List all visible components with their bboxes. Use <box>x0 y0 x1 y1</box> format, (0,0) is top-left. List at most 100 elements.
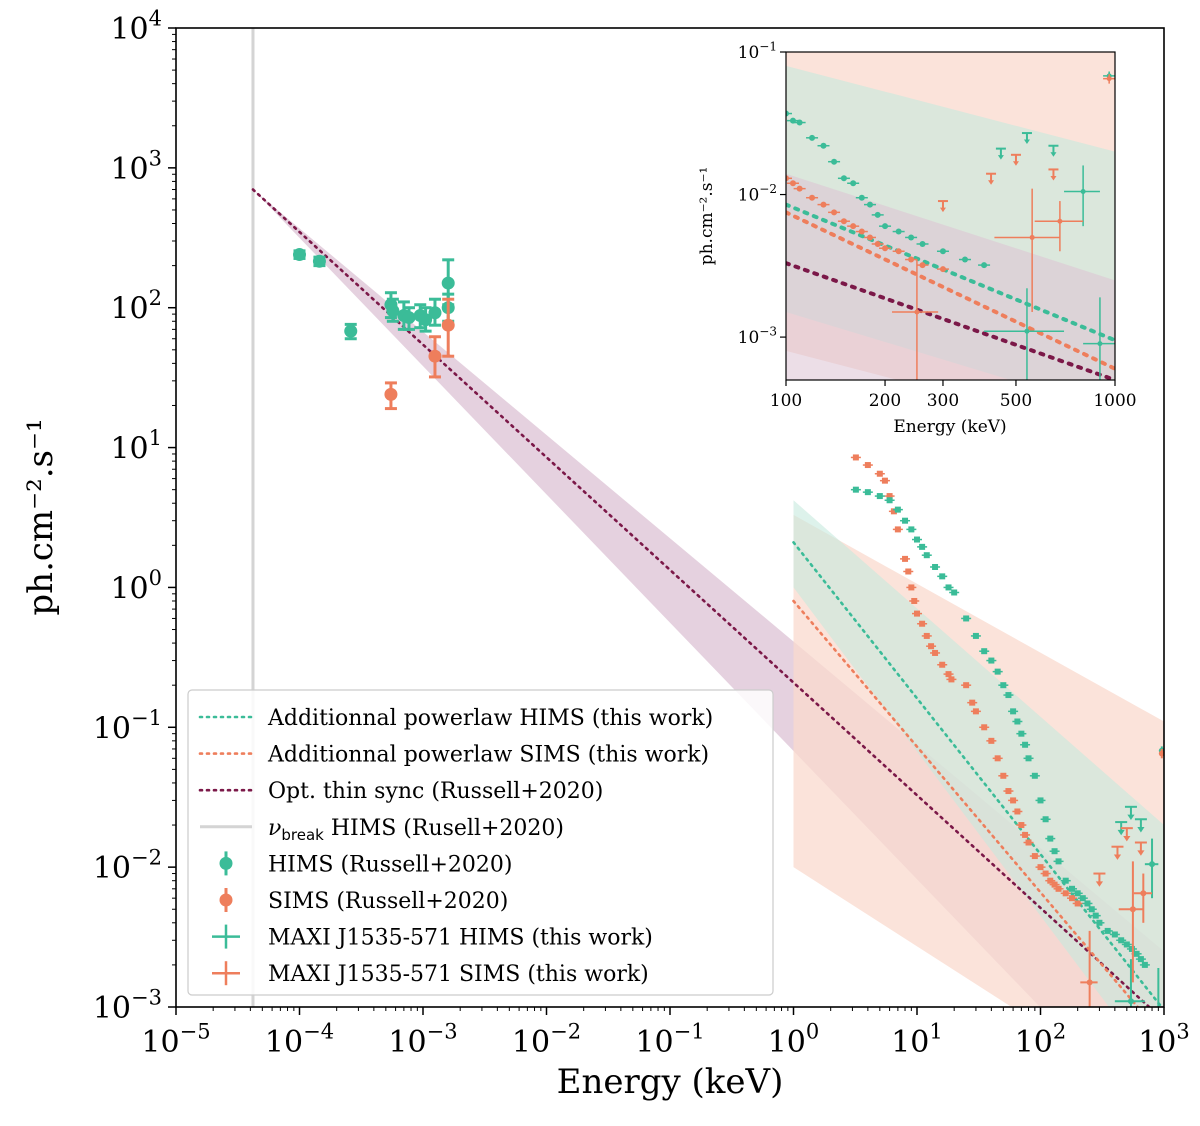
inset-sims-point <box>840 218 847 225</box>
x-tick-label-base: 10 <box>635 1025 673 1060</box>
inset-hims-point <box>820 142 827 149</box>
russell-hims-point <box>402 311 416 325</box>
main-points <box>293 248 1164 1016</box>
maxi-sims-cross-point <box>1129 906 1136 913</box>
russell-hims-point <box>441 276 455 290</box>
inset-sims-point <box>858 228 865 235</box>
inset-hims-cross-point <box>1097 341 1103 347</box>
x-tick-label: 10−3 <box>388 1020 457 1061</box>
maxi-sims-ul-arrow <box>1137 850 1145 856</box>
inset-hims-point <box>850 180 857 187</box>
inset-hims-point <box>939 248 946 255</box>
legend-label-add_sims: Additionnal powerlaw SIMS (this work) <box>267 743 709 768</box>
legend-label-sync: Opt. thin sync (Russell+2020) <box>268 779 603 804</box>
inset-hims-point <box>840 175 847 182</box>
x-tick-label-base: 10 <box>1015 1025 1053 1060</box>
y-tick-label-base: 10 <box>110 571 148 606</box>
inset-sims-powerlaw-line <box>786 210 1115 371</box>
inset-hims-point <box>882 223 889 230</box>
main-y-axis-label: ph.cm⁻².s⁻¹ <box>21 418 61 615</box>
x-tick-label-exponent: 0 <box>806 1020 819 1044</box>
inset-hims-point <box>809 134 816 141</box>
maxi-hims-cross-point <box>1155 1010 1161 1016</box>
inset-sims-point <box>820 201 827 208</box>
inset-sims-cross-point <box>1057 218 1063 224</box>
y-tick-label: 100 <box>110 566 162 607</box>
y-tick-label-base: 10 <box>110 432 148 467</box>
inset-x-tick-label: 100 <box>770 391 802 411</box>
inset-sims-cross-point <box>914 309 920 315</box>
x-tick-label: 10−5 <box>141 1020 210 1061</box>
main-bands <box>252 189 1164 1007</box>
russell-hims-point <box>419 313 433 327</box>
maxi-hims-ul-arrow <box>1127 814 1135 821</box>
inset-hims-point <box>874 211 881 218</box>
maxi-sims-ul-arrow <box>1095 881 1104 887</box>
inset-x-tick-label: 1000 <box>1093 391 1136 411</box>
russell-sims-point <box>441 318 455 332</box>
inset-hims-point <box>961 256 968 263</box>
x-tick-label-base: 10 <box>265 1025 303 1060</box>
inset-hims-powerlaw-line <box>786 202 1115 343</box>
inset-sims-point <box>789 180 796 187</box>
inset-sims-point <box>866 234 873 241</box>
russell-sims-point <box>384 387 398 401</box>
y-tick-label-base: 10 <box>93 711 131 746</box>
inset-hims-ul-arrow <box>1050 152 1057 157</box>
inset-hims-point <box>981 262 988 269</box>
legend-items: Additionnal powerlaw HIMS (this work) Add… <box>198 706 713 987</box>
inset-hims-point <box>786 110 789 117</box>
main-x-axis-label: Energy (keV) <box>557 1062 784 1102</box>
inset-sims-ul-arrow <box>988 180 995 185</box>
inset-axes-frame <box>785 51 1116 381</box>
maxi-sims-ul-arrow <box>1113 854 1122 860</box>
x-tick-label-base: 10 <box>891 1025 929 1060</box>
legend-label-break: νbreak HIMS (Rusell+2020) <box>268 816 564 844</box>
maxi-hims-ul-arrow <box>1117 829 1125 836</box>
maxi-hims-cross-point <box>1127 998 1134 1005</box>
legend: Additionnal powerlaw HIMS (this work) Add… <box>187 689 774 996</box>
legend-handle-r_hims <box>219 856 233 870</box>
inset-y-tick-label: 10−2 <box>738 182 777 206</box>
inset-sims-point <box>895 248 902 255</box>
inset-hims-ul-arrow <box>1023 139 1030 145</box>
x-tick-label-base: 10 <box>768 1025 806 1060</box>
inset-hims-point <box>908 234 915 241</box>
inset-y-tick-label-exponent: −2 <box>759 182 777 196</box>
inset-x-tick-label: 300 <box>927 391 959 411</box>
maxi-sims-ul-arrow <box>1123 835 1131 842</box>
inset-sims-point <box>874 240 881 247</box>
y-tick-label-exponent: −2 <box>131 846 162 870</box>
maxi-hims-ul-arrow <box>1137 827 1145 833</box>
inset-sims-ul-arrow <box>1050 175 1057 181</box>
inset-y-axis-label: ph.cm⁻².s⁻¹ <box>697 167 717 266</box>
inset-hims-point <box>858 194 865 201</box>
inset-hims-cross-point <box>1080 189 1086 195</box>
y-tick-label: 103 <box>110 146 162 187</box>
legend-break-nu: ν <box>268 816 281 841</box>
x-tick-label-exponent: −1 <box>674 1020 705 1044</box>
inset-x-tick-label: 200 <box>869 391 901 411</box>
y-tick-label: 10−3 <box>93 986 162 1027</box>
inset-y-tick-label: 10−3 <box>738 324 777 348</box>
hims-powerlaw-band <box>793 500 1164 1007</box>
inset-sims-point <box>796 185 803 192</box>
y-tick-label-exponent: 3 <box>149 146 162 170</box>
inset-hims-cross-point <box>1024 328 1030 334</box>
maxi-sims-cross-point <box>1158 750 1164 757</box>
inset-sims-ul-arrow <box>939 207 946 213</box>
inset-points <box>786 71 1115 380</box>
inset-sims-point <box>850 223 857 230</box>
y-tick-label: 101 <box>110 426 162 467</box>
x-tick-label-exponent: 3 <box>1176 1020 1189 1044</box>
inset-bands <box>786 52 1115 380</box>
russell-hims-point <box>386 304 400 318</box>
inset-y-tick-label-base: 10 <box>738 328 760 348</box>
y-tick-label-base: 10 <box>110 152 148 187</box>
x-tick-label-exponent: −2 <box>550 1020 581 1044</box>
x-tick-label: 103 <box>1138 1020 1190 1061</box>
y-tick-label-exponent: 0 <box>149 566 162 590</box>
maxi-sims-cross-point <box>1086 979 1093 986</box>
legend-break-subscript: break <box>281 826 324 844</box>
